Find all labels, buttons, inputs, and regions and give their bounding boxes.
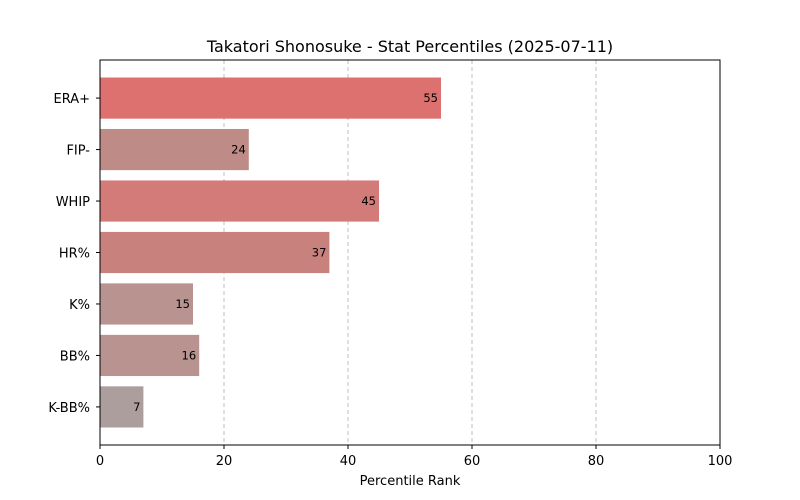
x-axis-label: Percentile Rank	[360, 474, 461, 489]
chart-title: Takatori Shonosuke - Stat Percentiles (2…	[206, 37, 613, 56]
x-tick-label-60: 60	[464, 454, 481, 469]
data-label-k-bb: 7	[133, 400, 140, 414]
bar-fip	[100, 128, 249, 171]
data-labels: 55 24 45 37 15 16 7	[133, 91, 438, 414]
bar-whip	[100, 180, 379, 222]
data-label-bb: 16	[182, 348, 197, 362]
x-tick-label-40: 40	[340, 454, 357, 469]
bar-era	[100, 77, 441, 119]
bar-k	[100, 283, 193, 325]
y-tick-label-hr: HR%	[59, 247, 90, 262]
x-tick-label-20: 20	[216, 454, 233, 469]
data-label-hr: 37	[312, 246, 327, 260]
bar-bb	[100, 334, 200, 377]
x-axis-ticks: 0 20 40 60 80 100	[96, 445, 733, 469]
y-tick-label-bb: BB%	[60, 349, 90, 364]
data-label-fip: 24	[231, 143, 246, 157]
y-tick-label-whip: WHIP	[56, 195, 90, 210]
y-tick-label-era: ERA+	[53, 92, 90, 107]
x-tick-label-80: 80	[588, 454, 605, 469]
bar-k-bb	[100, 386, 144, 428]
y-tick-label-k: K%	[69, 298, 90, 313]
x-tick-label-100: 100	[708, 454, 733, 469]
y-tick-label-fip: FIP-	[66, 144, 90, 159]
y-axis-ticks: ERA+ FIP- WHIP HR% K% BB% K-BB%	[48, 92, 100, 416]
bar-hr	[100, 231, 330, 274]
y-tick-label-k-bb: K-BB%	[48, 401, 90, 416]
x-tick-label-0: 0	[96, 454, 104, 469]
data-label-k: 15	[175, 297, 190, 311]
bars	[100, 77, 441, 428]
data-label-whip: 45	[361, 194, 376, 208]
data-label-era: 55	[423, 91, 438, 105]
